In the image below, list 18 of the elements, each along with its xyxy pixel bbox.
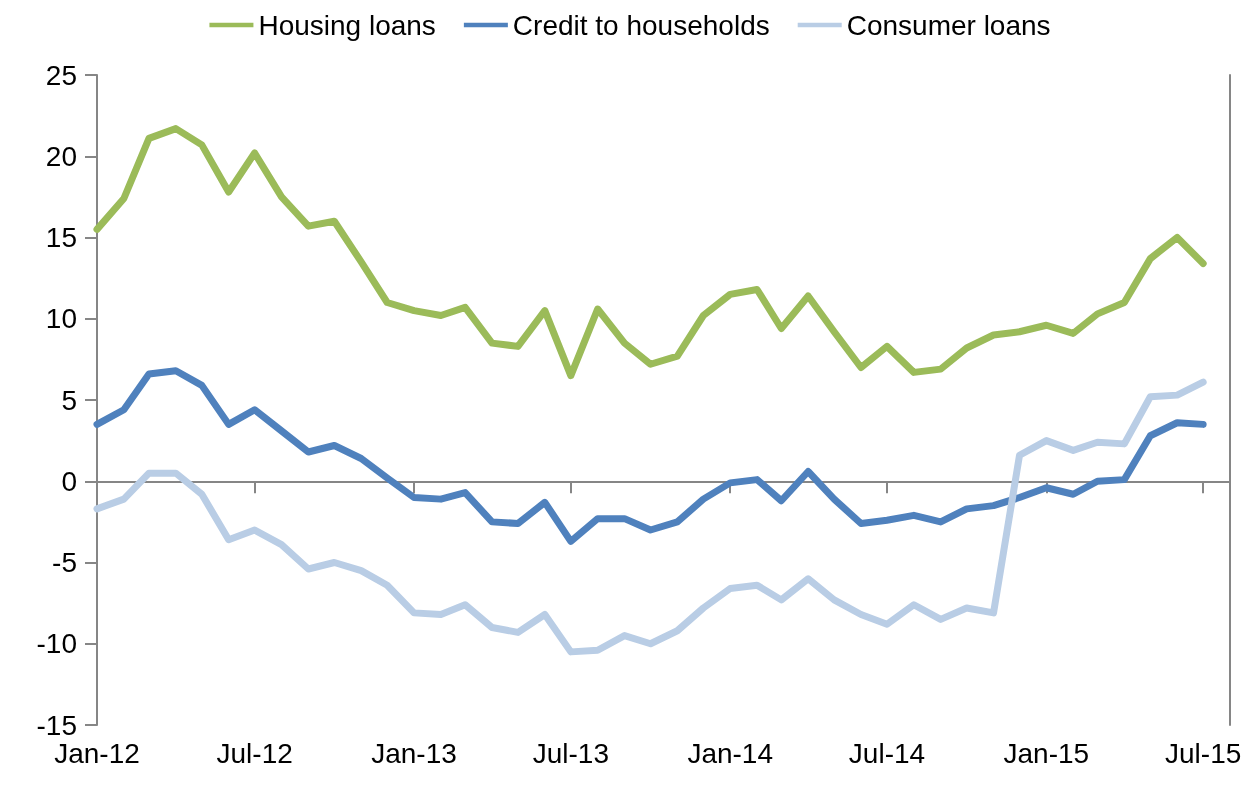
x-tick-label: Jan-13	[371, 737, 457, 769]
y-tick-label: 10	[45, 303, 77, 335]
x-tick-label: Jan-15	[1003, 737, 1090, 769]
legend-label: Consumer loans	[846, 9, 1051, 41]
y-tick-label: -10	[36, 628, 77, 660]
x-tick-label: Jul-13	[532, 737, 609, 769]
x-tick-label: Jul-12	[216, 737, 293, 769]
y-tick-label: 5	[61, 384, 77, 416]
y-tick-label: -5	[52, 547, 77, 578]
y-tick-label: 0	[61, 465, 77, 497]
legend-label: Housing loans	[258, 9, 436, 41]
x-tick-label: Jan-14	[687, 737, 774, 769]
y-tick-label: 25	[45, 59, 77, 91]
x-tick-label: Jul-14	[848, 737, 926, 769]
legend-label: Credit to households	[512, 9, 770, 41]
x-tick-label: Jul-15	[1165, 737, 1242, 769]
y-tick-label: 20	[45, 140, 77, 172]
y-tick-label: 15	[45, 222, 77, 253]
